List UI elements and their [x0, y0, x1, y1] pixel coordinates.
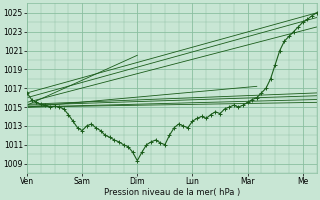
X-axis label: Pression niveau de la mer( hPa ): Pression niveau de la mer( hPa ) [104, 188, 240, 197]
